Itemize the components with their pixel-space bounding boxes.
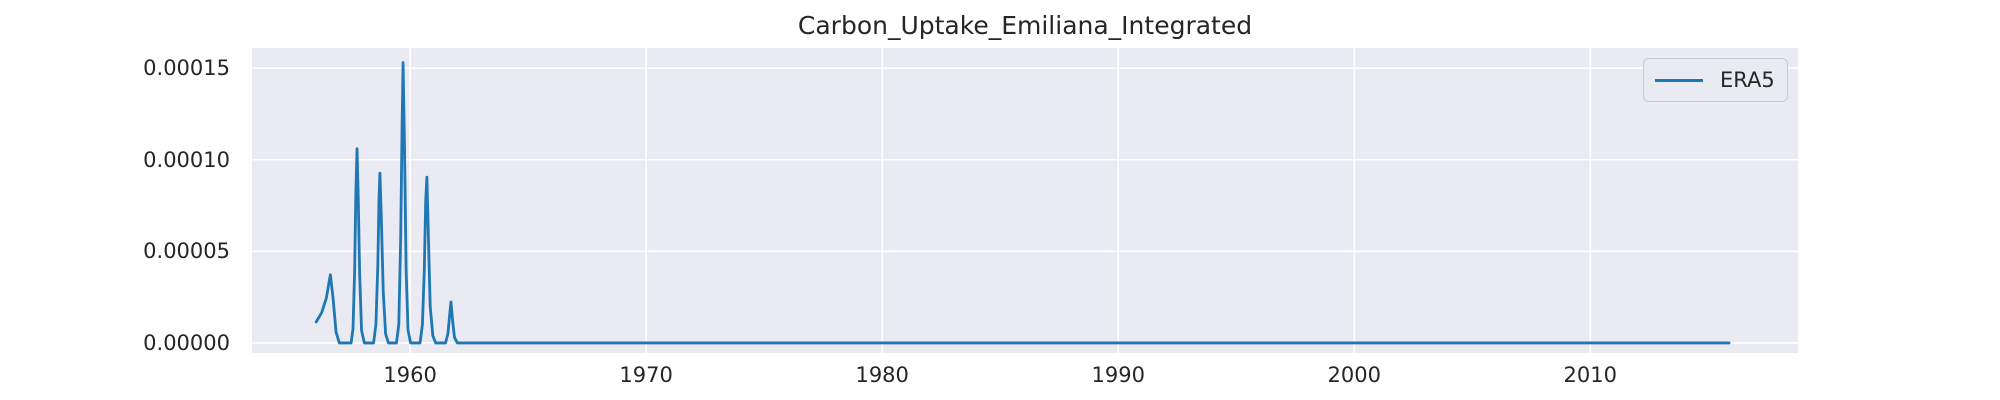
y-tick-label: 0.00010 <box>143 147 230 172</box>
plot-area <box>252 48 1798 353</box>
x-tick-label: 1960 <box>383 363 437 387</box>
x-tick-label: 1990 <box>1091 363 1145 387</box>
chart-title: Carbon_Uptake_Emiliana_Integrated <box>797 11 1253 40</box>
series-line-era5 <box>314 61 1731 345</box>
legend-box: ERA5 <box>1643 58 1788 102</box>
x-tick-label: 2000 <box>1327 363 1381 387</box>
legend-entry-label: ERA5 <box>1720 68 1775 92</box>
y-tick-label: 0.00015 <box>143 56 230 81</box>
y-tick-label: 0.00000 <box>143 330 230 355</box>
x-tick-label: 2010 <box>1563 363 1617 387</box>
y-tick-label: 0.00005 <box>143 239 230 264</box>
x-tick-label: 1970 <box>619 363 673 387</box>
x-tick-label: 1980 <box>855 363 909 387</box>
legend-line-icon <box>1655 78 1703 82</box>
